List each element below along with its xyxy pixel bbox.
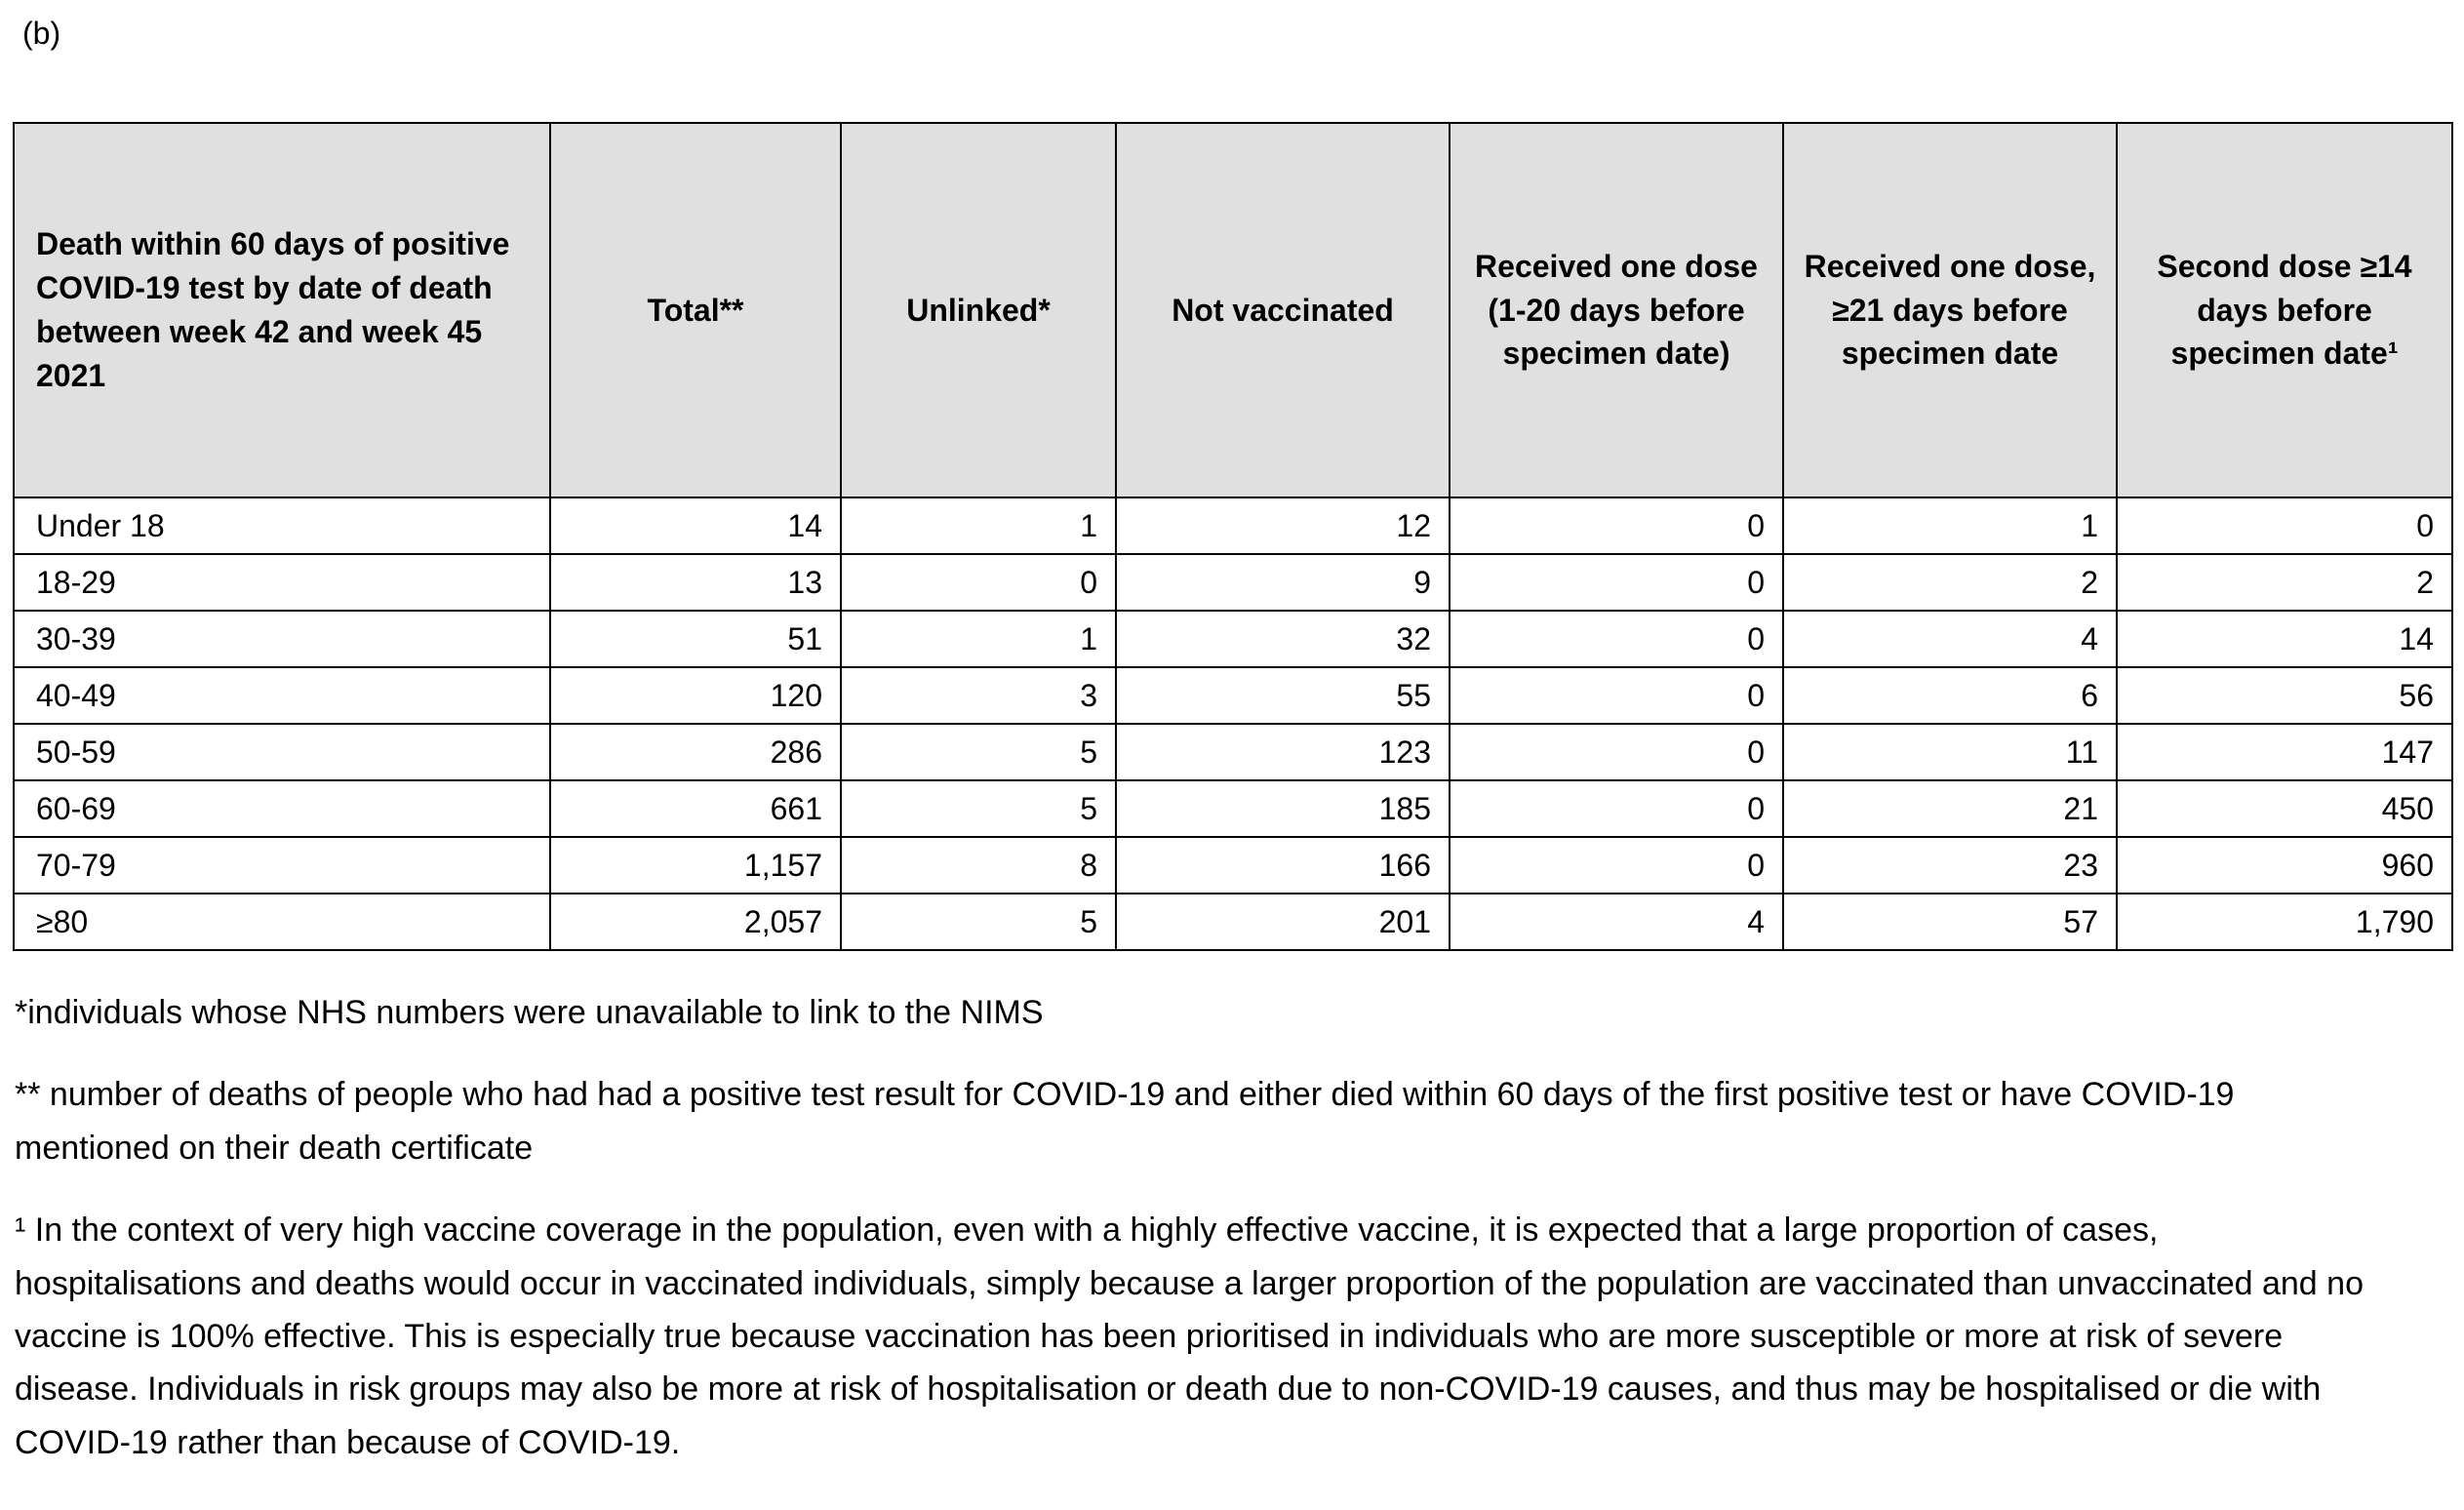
col-header-total: Total** bbox=[549, 122, 842, 498]
table-row: Under 18 14 1 12 0 1 0 bbox=[13, 497, 2453, 555]
value-cell: 8 bbox=[840, 836, 1117, 894]
value-cell: 0 bbox=[840, 553, 1117, 612]
value-cell: 0 bbox=[1449, 723, 1784, 781]
value-cell: 14 bbox=[549, 497, 842, 555]
figure-label: (b) bbox=[22, 16, 61, 51]
value-cell: 0 bbox=[2116, 497, 2453, 555]
age-group-cell: 60-69 bbox=[13, 779, 551, 838]
age-group-cell: ≥80 bbox=[13, 893, 551, 951]
footnote-vaccine-context: ¹ In the context of very high vaccine co… bbox=[15, 1212, 2364, 1461]
value-cell: 1 bbox=[840, 497, 1117, 555]
value-cell: 2 bbox=[1782, 553, 2118, 612]
footnotes-section: *individuals whose NHS numbers were unav… bbox=[15, 986, 2385, 1469]
value-cell: 0 bbox=[1449, 836, 1784, 894]
value-cell: 5 bbox=[840, 893, 1117, 951]
value-cell: 147 bbox=[2116, 723, 2453, 781]
deaths-by-vaccination-status-table: Death within 60 days of positive COVID-1… bbox=[13, 122, 2453, 951]
table-row: 30-39 51 1 32 0 4 14 bbox=[13, 610, 2453, 668]
age-group-cell: 30-39 bbox=[13, 610, 551, 668]
value-cell: 0 bbox=[1449, 497, 1784, 555]
value-cell: 1,790 bbox=[2116, 893, 2453, 951]
value-cell: 123 bbox=[1115, 723, 1451, 781]
col-header-one-dose-21-days: Received one dose, ≥21 days before speci… bbox=[1782, 122, 2118, 498]
age-group-cell: 50-59 bbox=[13, 723, 551, 781]
value-cell: 9 bbox=[1115, 553, 1451, 612]
value-cell: 960 bbox=[2116, 836, 2453, 894]
value-cell: 13 bbox=[549, 553, 842, 612]
value-cell: 5 bbox=[840, 723, 1117, 781]
value-cell: 3 bbox=[840, 666, 1117, 725]
value-cell: 12 bbox=[1115, 497, 1451, 555]
table-row: 40-49 120 3 55 0 6 56 bbox=[13, 666, 2453, 725]
age-group-cell: 70-79 bbox=[13, 836, 551, 894]
footnote-total: ** number of deaths of people who had ha… bbox=[15, 1076, 2235, 1167]
age-group-cell: 18-29 bbox=[13, 553, 551, 612]
value-cell: 201 bbox=[1115, 893, 1451, 951]
value-cell: 14 bbox=[2116, 610, 2453, 668]
value-cell: 6 bbox=[1782, 666, 2118, 725]
value-cell: 55 bbox=[1115, 666, 1451, 725]
value-cell: 286 bbox=[549, 723, 842, 781]
col-header-description: Death within 60 days of positive COVID-1… bbox=[13, 122, 551, 498]
value-cell: 120 bbox=[549, 666, 842, 725]
value-cell: 21 bbox=[1782, 779, 2118, 838]
value-cell: 2,057 bbox=[549, 893, 842, 951]
value-cell: 661 bbox=[549, 779, 842, 838]
table-row: 18-29 13 0 9 0 2 2 bbox=[13, 553, 2453, 612]
value-cell: 56 bbox=[2116, 666, 2453, 725]
age-group-cell: Under 18 bbox=[13, 497, 551, 555]
value-cell: 1,157 bbox=[549, 836, 842, 894]
value-cell: 32 bbox=[1115, 610, 1451, 668]
col-header-one-dose-1-20-days: Received one dose (1-20 days before spec… bbox=[1449, 122, 1784, 498]
col-header-not-vaccinated: Not vaccinated bbox=[1115, 122, 1451, 498]
table-row: ≥80 2,057 5 201 4 57 1,790 bbox=[13, 893, 2453, 951]
value-cell: 57 bbox=[1782, 893, 2118, 951]
value-cell: 0 bbox=[1449, 779, 1784, 838]
table-row: 60-69 661 5 185 0 21 450 bbox=[13, 779, 2453, 838]
header-row: Death within 60 days of positive COVID-1… bbox=[13, 122, 2453, 498]
value-cell: 5 bbox=[840, 779, 1117, 838]
value-cell: 166 bbox=[1115, 836, 1451, 894]
value-cell: 2 bbox=[2116, 553, 2453, 612]
value-cell: 0 bbox=[1449, 553, 1784, 612]
col-header-unlinked: Unlinked* bbox=[840, 122, 1117, 498]
age-group-cell: 40-49 bbox=[13, 666, 551, 725]
table-row: 70-79 1,157 8 166 0 23 960 bbox=[13, 836, 2453, 894]
value-cell: 185 bbox=[1115, 779, 1451, 838]
value-cell: 1 bbox=[840, 610, 1117, 668]
col-header-second-dose-14-days: Second dose ≥14 days before specimen dat… bbox=[2116, 122, 2453, 498]
table-row: 50-59 286 5 123 0 11 147 bbox=[13, 723, 2453, 781]
value-cell: 4 bbox=[1782, 610, 2118, 668]
value-cell: 0 bbox=[1449, 610, 1784, 668]
value-cell: 450 bbox=[2116, 779, 2453, 838]
value-cell: 11 bbox=[1782, 723, 2118, 781]
footnote-unlinked: *individuals whose NHS numbers were unav… bbox=[15, 994, 1044, 1031]
value-cell: 51 bbox=[549, 610, 842, 668]
value-cell: 4 bbox=[1449, 893, 1784, 951]
value-cell: 1 bbox=[1782, 497, 2118, 555]
value-cell: 0 bbox=[1449, 666, 1784, 725]
value-cell: 23 bbox=[1782, 836, 2118, 894]
